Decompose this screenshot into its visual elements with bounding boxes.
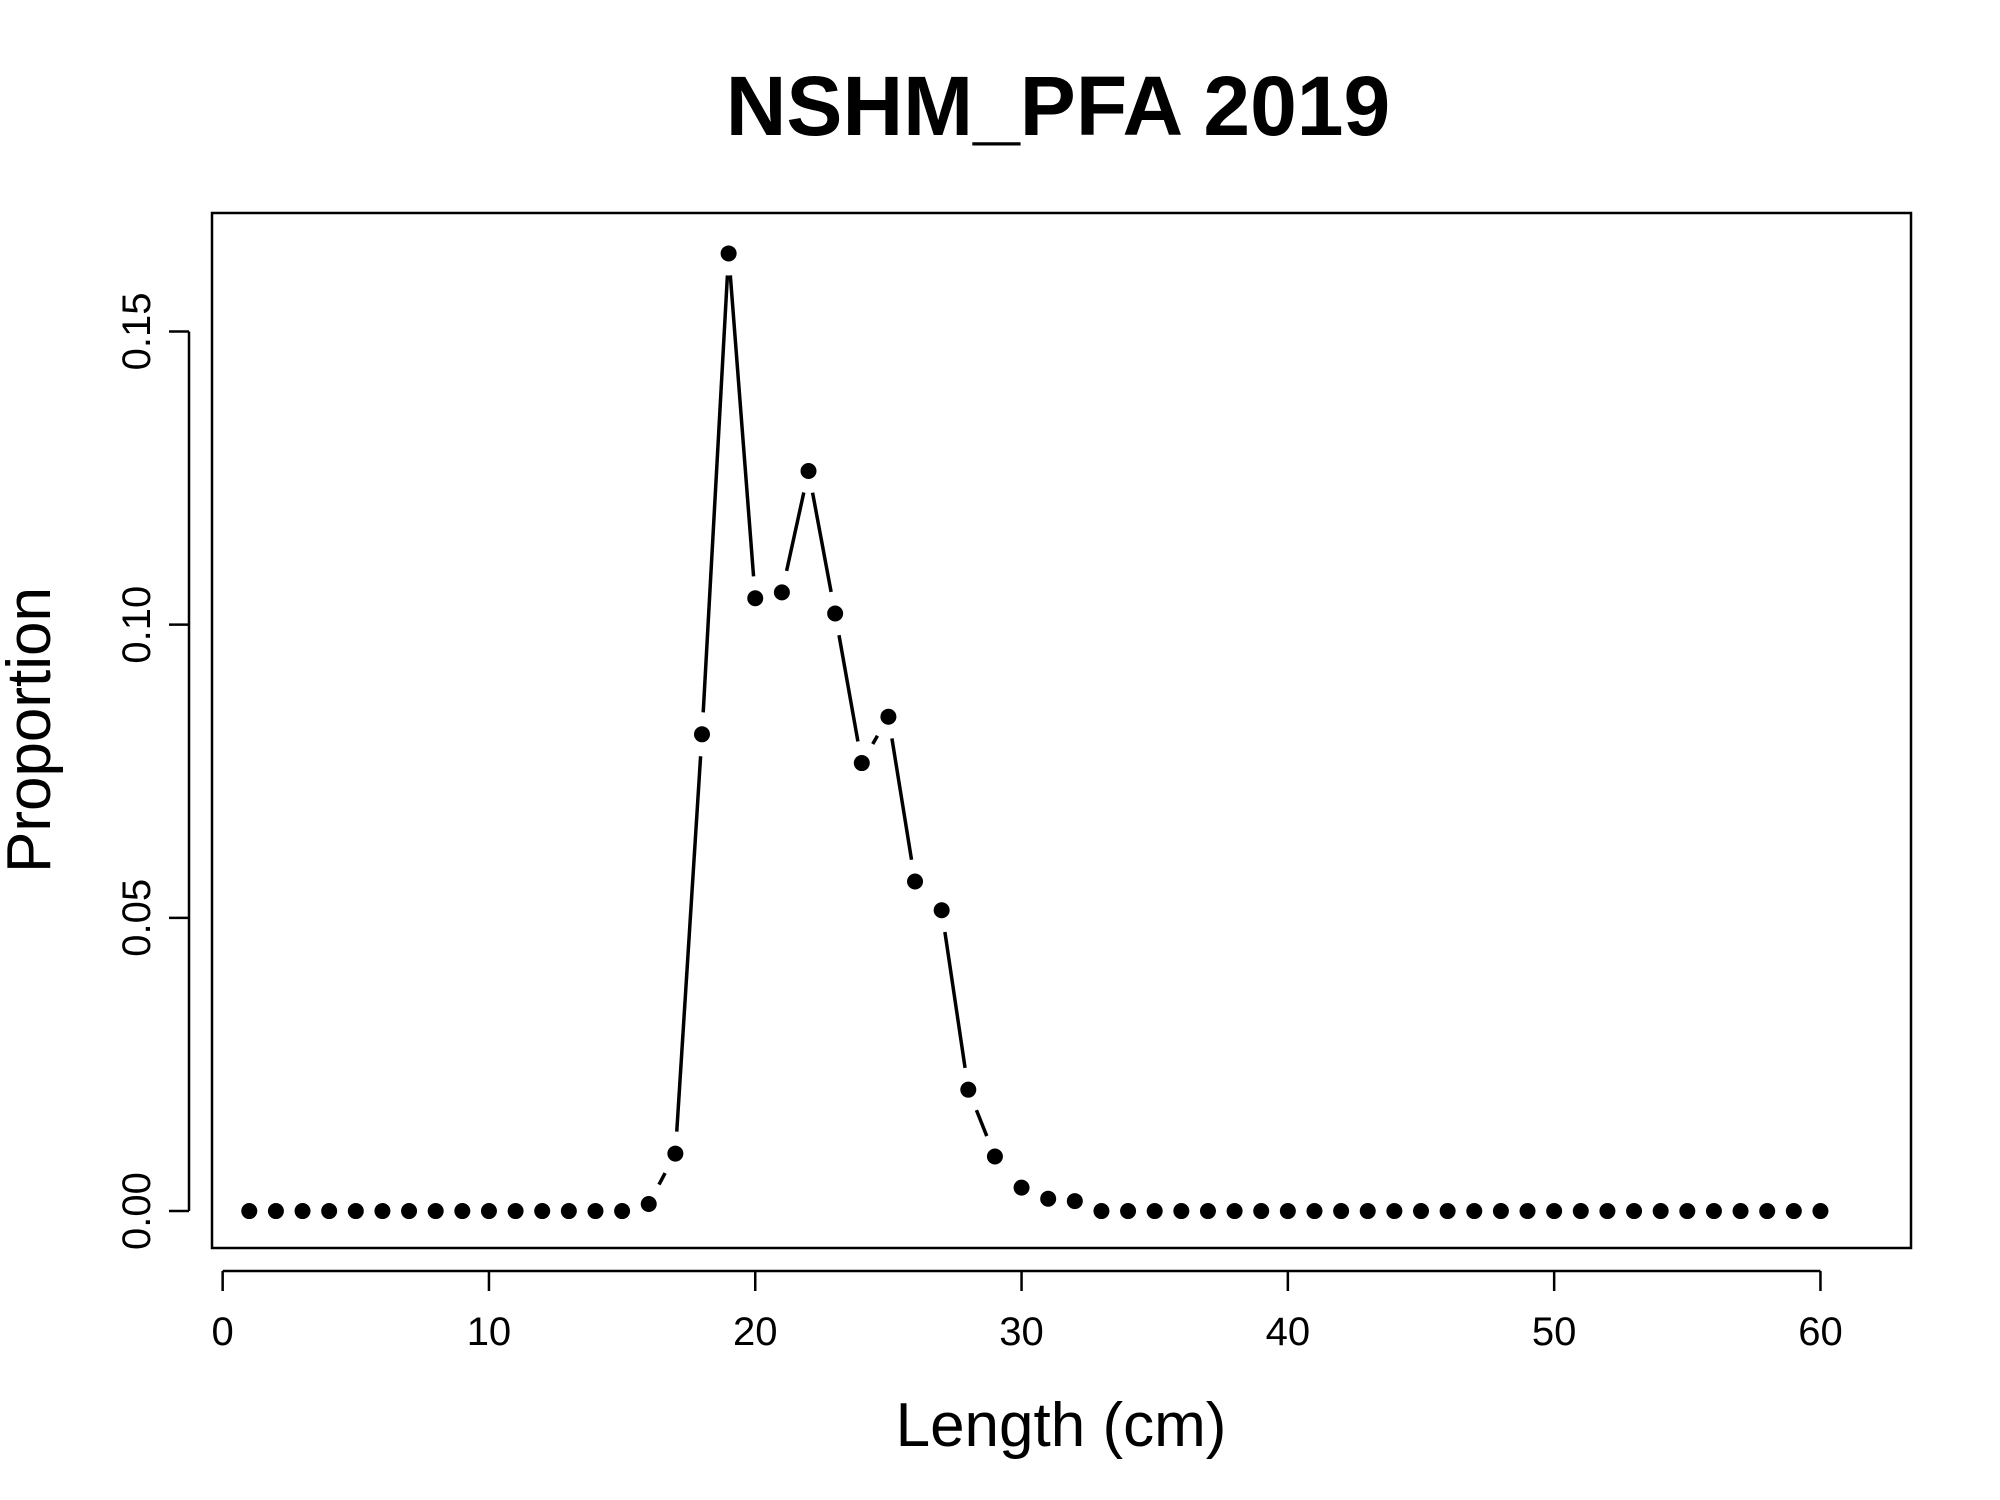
y-axis-label: Proportion: [0, 587, 64, 873]
y-tick-label: 0.10: [115, 586, 159, 664]
data-point: [1226, 1203, 1243, 1220]
data-point: [1120, 1203, 1137, 1220]
data-point: [1546, 1203, 1563, 1220]
series-line-segment: [974, 1109, 989, 1137]
data-point: [720, 245, 737, 262]
data-point: [853, 755, 870, 772]
data-point: [560, 1203, 577, 1220]
data-point: [1066, 1193, 1083, 1210]
data-point: [1386, 1203, 1403, 1220]
data-point: [960, 1081, 977, 1098]
data-point: [1652, 1203, 1669, 1220]
x-tick-label: 0: [212, 1310, 234, 1354]
x-axis: 0 10 20 30 40 50 60: [212, 1269, 1843, 1354]
data-point: [1572, 1203, 1589, 1220]
data-point: [693, 726, 710, 743]
data-point: [1333, 1203, 1350, 1220]
data-point: [267, 1203, 284, 1220]
data-point: [1679, 1203, 1696, 1220]
series-line-segment: [810, 492, 833, 593]
y-tick-label: 0.15: [115, 293, 159, 371]
data-point: [1732, 1203, 1749, 1220]
data-point: [1146, 1203, 1163, 1220]
x-axis-label: Length (cm): [896, 1391, 1227, 1460]
data-point: [827, 605, 844, 622]
series-points: [241, 245, 1829, 1220]
data-point: [294, 1203, 311, 1220]
data-point: [534, 1203, 551, 1220]
data-point: [773, 584, 790, 601]
series-lines: [657, 275, 989, 1186]
data-point: [427, 1203, 444, 1220]
data-point: [1705, 1203, 1722, 1220]
x-tick-label: 20: [733, 1310, 778, 1354]
data-point: [1253, 1203, 1270, 1220]
y-axis: 0.00 0.05 0.10 0.15: [115, 293, 191, 1250]
data-point: [800, 463, 817, 480]
data-point: [880, 708, 897, 725]
data-point: [1279, 1203, 1296, 1220]
data-point: [1173, 1203, 1190, 1220]
data-point: [1492, 1203, 1509, 1220]
data-point: [401, 1203, 418, 1220]
data-point: [480, 1203, 497, 1220]
x-tick-label: 50: [1532, 1310, 1577, 1354]
data-point: [1439, 1203, 1456, 1220]
data-point: [1812, 1203, 1829, 1220]
data-point: [1093, 1203, 1110, 1220]
plot-frame: [210, 211, 1913, 1250]
series-line-segment: [701, 275, 730, 713]
data-point: [1013, 1179, 1030, 1196]
data-point: [986, 1148, 1003, 1165]
data-point: [507, 1203, 524, 1220]
data-point: [454, 1203, 471, 1220]
x-tick-label: 60: [1798, 1310, 1843, 1354]
data-point: [241, 1203, 258, 1220]
series-line-segment: [675, 756, 703, 1132]
data-point: [1599, 1203, 1616, 1220]
series-line-segment: [837, 634, 860, 742]
data-point: [1759, 1203, 1776, 1220]
y-tick-label: 0.00: [115, 1172, 159, 1250]
x-tick-label: 30: [999, 1310, 1044, 1354]
y-tick-label: 0.05: [115, 879, 159, 957]
data-point: [1785, 1203, 1802, 1220]
data-point: [1519, 1203, 1536, 1220]
data-point: [374, 1203, 391, 1220]
x-tick-label: 40: [1266, 1310, 1311, 1354]
data-point: [1413, 1203, 1430, 1220]
data-point: [907, 873, 924, 890]
data-point: [1306, 1203, 1323, 1220]
data-point: [347, 1203, 364, 1220]
data-point: [614, 1203, 631, 1220]
series-line-segment: [871, 734, 879, 745]
x-tick-label: 10: [467, 1310, 512, 1354]
data-point: [321, 1203, 338, 1220]
series-line-segment: [728, 275, 756, 577]
data-point: [747, 590, 764, 607]
series-line-segment: [943, 931, 967, 1069]
chart-title: NSHM_PFA 2019: [726, 59, 1391, 153]
data-point: [587, 1203, 604, 1220]
data-point: [1626, 1203, 1643, 1220]
series-line-segment: [657, 1172, 667, 1186]
series-line-segment: [784, 492, 806, 572]
data-point: [1040, 1190, 1057, 1207]
data-point: [1359, 1203, 1376, 1220]
data-point: [1466, 1203, 1483, 1220]
data-point: [1199, 1203, 1216, 1220]
data-point: [640, 1196, 657, 1213]
data-point: [933, 902, 950, 919]
series-line-segment: [890, 738, 914, 861]
data-point: [667, 1145, 684, 1162]
